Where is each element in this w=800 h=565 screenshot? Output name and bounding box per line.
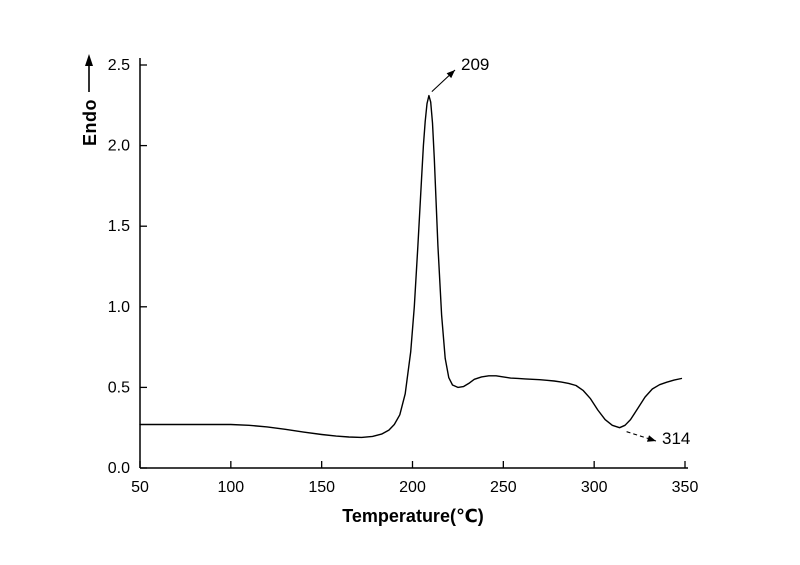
x-tick-label: 350 [672, 479, 699, 496]
dip-annotation-label: 314 [662, 429, 691, 448]
x-tick-label: 150 [308, 479, 335, 496]
generated-plot-layer: 50 100 150 200 250 300 350 0.0 0.5 1.0 1.5 2.0 2.5 [108, 57, 699, 496]
x-axis-title: Temperature(℃) [342, 506, 484, 526]
x-tick-label: 50 [131, 479, 149, 496]
x-tick-label: 300 [581, 479, 608, 496]
x-tick-label: 250 [490, 479, 517, 496]
dsc-curve [139, 94, 683, 439]
annotation-arrow-209-head [446, 70, 455, 79]
peak-annotation-label: 209 [461, 55, 490, 74]
y-tick-label: 2.0 [108, 138, 130, 155]
y-tick-label: 0.0 [108, 460, 130, 477]
y-axis-arrow-icon [85, 54, 93, 92]
x-tick-label: 100 [217, 479, 244, 496]
y-tick-label: 2.5 [108, 57, 130, 74]
x-tick-label: 200 [399, 479, 426, 496]
y-axis-title: Endo [80, 99, 100, 146]
y-tick-label: 1.5 [108, 218, 130, 235]
y-tick-label: 1.0 [108, 299, 130, 316]
annotation-arrow-314-head [647, 435, 656, 442]
y-tick-label: 0.5 [108, 379, 130, 396]
annotation-arrow-314 [626, 431, 657, 442]
